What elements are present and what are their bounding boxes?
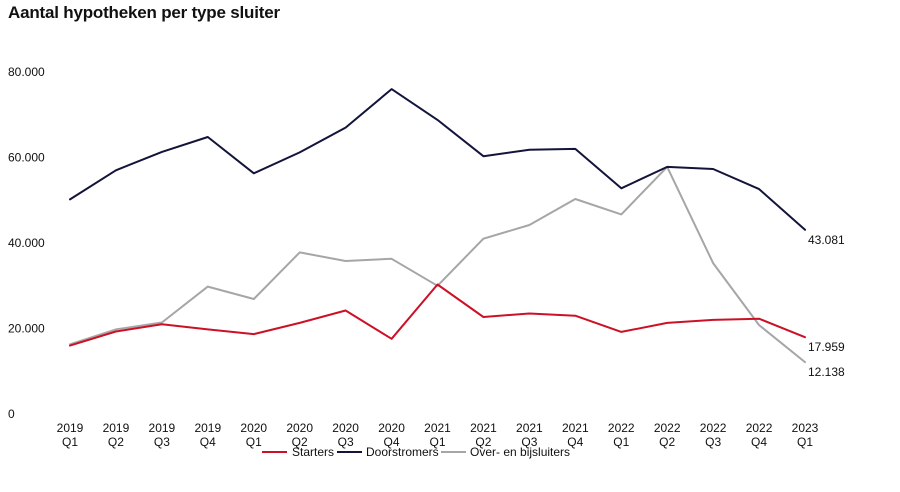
y-tick-label: 80.000 (8, 65, 45, 79)
y-axis: 0 20.000 40.000 60.000 80.000 (8, 65, 45, 421)
x-tick-label: 2023 Q1 (792, 421, 819, 449)
x-tick-label: 2020 Q4 (378, 421, 405, 449)
x-tick-label: 2020 Q2 (286, 421, 313, 449)
end-value-label: 12.138 (808, 365, 845, 379)
x-tick-label: 2020 Q1 (240, 421, 267, 449)
end-labels: 17.959 43.081 12.138 (808, 233, 845, 379)
y-tick-label: 20.000 (8, 322, 45, 336)
x-tick-label: 2022 Q2 (654, 421, 681, 449)
end-value-label: 43.081 (808, 233, 845, 247)
x-tick-label: 2021 Q2 (470, 421, 497, 449)
x-tick-label: 2019 Q4 (194, 421, 221, 449)
chart-title: Aantal hypotheken per type sluiter (8, 3, 280, 22)
legend-label: Starters (292, 445, 334, 459)
y-tick-label: 60.000 (8, 151, 45, 165)
series-line-starters (69, 283, 806, 347)
x-tick-label: 2022 Q4 (746, 421, 773, 449)
legend-label: Over- en bijsluiters (470, 445, 570, 459)
x-tick-label: 2021 Q3 (516, 421, 543, 449)
series-line-over-en-bijsluiters (69, 165, 806, 364)
x-tick-label: 2021 Q1 (424, 421, 451, 449)
x-tick-label: 2019 Q2 (103, 421, 130, 449)
x-tick-label: 2021 Q4 (562, 421, 589, 449)
y-tick-label: 40.000 (8, 236, 45, 250)
x-tick-label: 2019 Q3 (149, 421, 176, 449)
x-axis: 2019 Q1 2019 Q2 2019 Q3 2019 Q4 2020 Q1 2020 Q2 2020… (57, 421, 819, 449)
end-value-label: 17.959 (808, 340, 845, 354)
legend: Starters Doorstromers Over- en bijsluiters (262, 445, 570, 459)
x-tick-label: 2020 Q3 (332, 421, 359, 449)
x-tick-label: 2019 Q1 (57, 421, 84, 449)
legend-label: Doorstromers (366, 445, 439, 459)
y-tick-label: 0 (8, 407, 15, 421)
series-line-doorstromers (69, 88, 806, 231)
x-tick-label: 2022 Q3 (700, 421, 727, 449)
series-lines (69, 88, 806, 364)
x-tick-label: 2022 Q1 (608, 421, 635, 449)
